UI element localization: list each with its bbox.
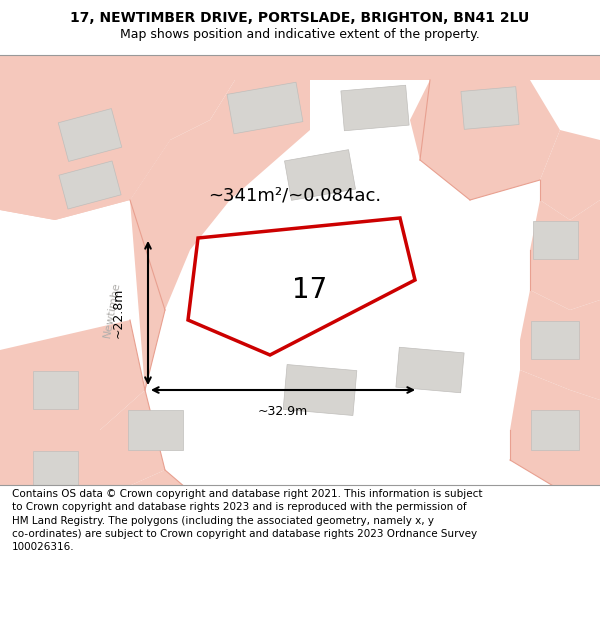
Polygon shape [510,370,600,490]
Polygon shape [130,80,310,390]
Polygon shape [530,200,600,310]
Text: 17, NEWTIMBER DRIVE, PORTSLADE, BRIGHTON, BN41 2LU: 17, NEWTIMBER DRIVE, PORTSLADE, BRIGHTON… [70,11,530,25]
Bar [461,87,519,129]
Bar [59,161,121,209]
Polygon shape [540,130,600,220]
Bar [32,451,77,489]
Polygon shape [0,390,165,490]
Bar [58,109,122,161]
Bar [227,82,303,134]
Bar [32,371,77,409]
Polygon shape [0,470,200,530]
Bar [531,410,579,450]
Polygon shape [0,0,600,80]
Polygon shape [0,320,145,430]
Polygon shape [520,290,600,400]
Bar [284,149,355,201]
Bar [533,221,577,259]
Text: ~32.9m: ~32.9m [258,405,308,418]
Polygon shape [188,218,415,355]
Polygon shape [410,80,560,200]
Text: Map shows position and indicative extent of the property.: Map shows position and indicative extent… [120,28,480,41]
Bar [531,321,579,359]
Text: Newtimbe: Newtimbe [102,281,122,339]
Text: 17: 17 [292,276,328,304]
Polygon shape [0,0,55,80]
Polygon shape [0,80,235,220]
Bar [128,410,182,450]
Bar [396,348,464,392]
Text: Contains OS data © Crown copyright and database right 2021. This information is : Contains OS data © Crown copyright and d… [12,489,482,552]
Bar [283,364,357,416]
Polygon shape [0,80,170,220]
Bar [341,85,409,131]
Text: ~341m²/~0.084ac.: ~341m²/~0.084ac. [208,186,382,204]
Polygon shape [0,490,270,550]
Text: ~22.8m: ~22.8m [112,288,125,338]
